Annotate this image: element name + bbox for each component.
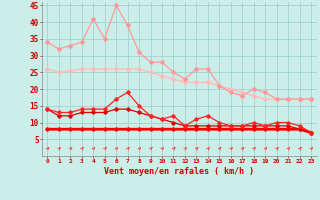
X-axis label: Vent moyen/en rafales ( km/h ): Vent moyen/en rafales ( km/h ) (104, 167, 254, 176)
